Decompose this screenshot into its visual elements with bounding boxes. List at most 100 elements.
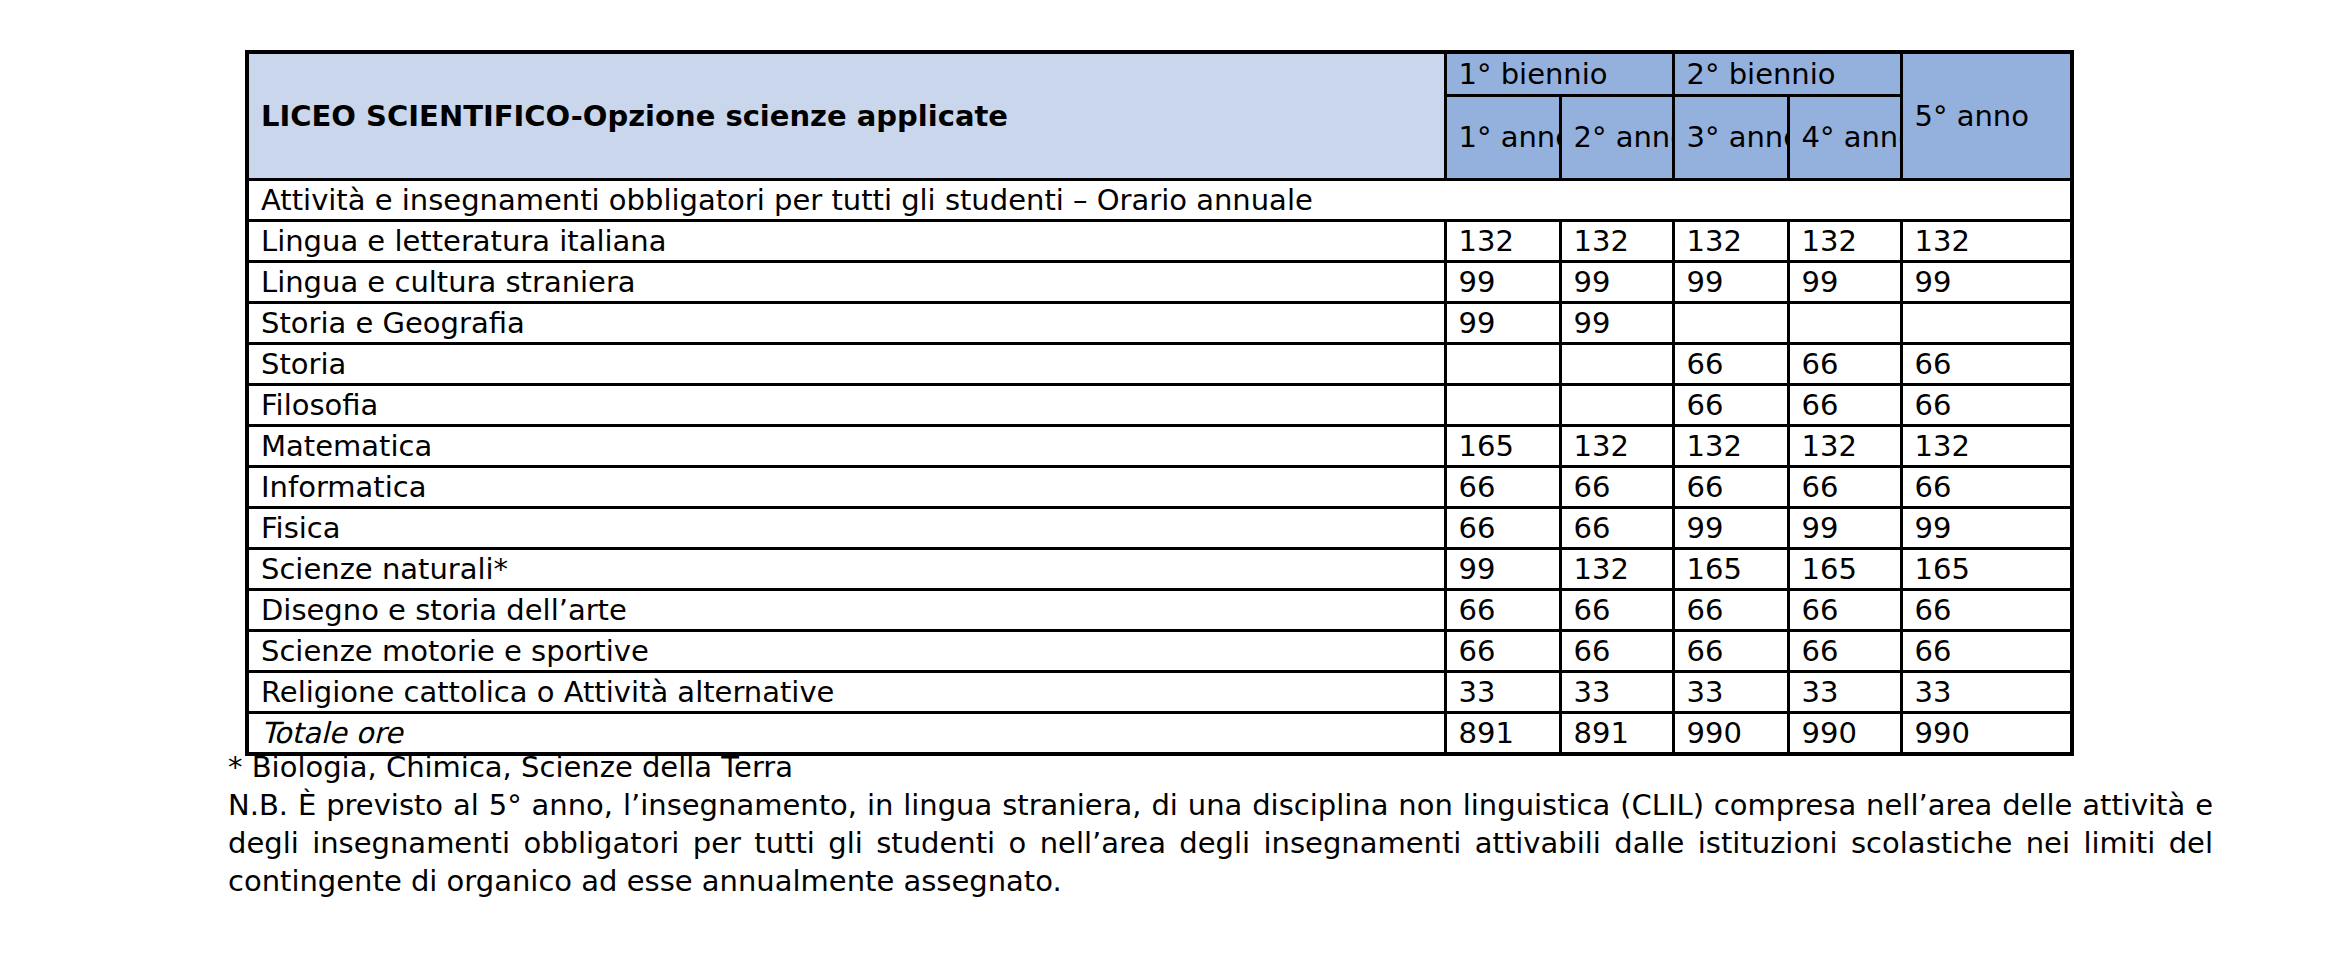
- subject-label: Storia e Geografia: [247, 302, 1445, 343]
- subject-label: Fisica: [247, 507, 1445, 548]
- document-page: LICEO SCIENTIFICO-Opzione scienze applic…: [0, 0, 2340, 964]
- hours-cell: 132: [1788, 220, 1901, 261]
- header-anno-4: 4° anno: [1788, 95, 1901, 179]
- hours-cell: 66: [1901, 343, 2072, 384]
- subject-label: Religione cattolica o Attività alternati…: [247, 671, 1445, 712]
- hours-cell: [1560, 384, 1673, 425]
- hours-cell: 66: [1560, 589, 1673, 630]
- subject-row: Disegno e storia dell’arte 66 66 66 66 6…: [247, 589, 2072, 630]
- subject-row: Storia 66 66 66: [247, 343, 2072, 384]
- hours-cell: 66: [1673, 343, 1788, 384]
- hours-cell: 66: [1673, 384, 1788, 425]
- footnotes-block: * Biologia, Chimica, Scienze della Terra…: [228, 748, 2213, 900]
- hours-cell: 132: [1445, 220, 1560, 261]
- hours-cell: 66: [1445, 507, 1560, 548]
- subject-row: Fisica 66 66 99 99 99: [247, 507, 2072, 548]
- hours-cell: 99: [1445, 302, 1560, 343]
- hours-cell: 66: [1788, 589, 1901, 630]
- subject-label: Informatica: [247, 466, 1445, 507]
- hours-cell: 66: [1560, 466, 1673, 507]
- hours-cell: 66: [1445, 630, 1560, 671]
- subject-row: Scienze motorie e sportive 66 66 66 66 6…: [247, 630, 2072, 671]
- subject-label: Scienze motorie e sportive: [247, 630, 1445, 671]
- hours-cell: 33: [1788, 671, 1901, 712]
- section-row: Attività e insegnamenti obbligatori per …: [247, 179, 2072, 220]
- hours-cell: 99: [1901, 261, 2072, 302]
- subject-row: Lingua e cultura straniera 99 99 99 99 9…: [247, 261, 2072, 302]
- hours-cell: 132: [1673, 220, 1788, 261]
- subject-row: Filosofia 66 66 66: [247, 384, 2072, 425]
- hours-cell: 165: [1901, 548, 2072, 589]
- hours-cell: [1445, 384, 1560, 425]
- subject-label: Lingua e letteratura italiana: [247, 220, 1445, 261]
- header-biennio-2: 2° biennio: [1673, 52, 1901, 95]
- subject-label: Lingua e cultura straniera: [247, 261, 1445, 302]
- hours-cell: 66: [1673, 589, 1788, 630]
- hours-cell: 132: [1788, 425, 1901, 466]
- hours-cell: 99: [1560, 302, 1673, 343]
- hours-cell: [1673, 302, 1788, 343]
- hours-cell: 66: [1560, 507, 1673, 548]
- header-anno-2: 2° anno: [1560, 95, 1673, 179]
- hours-cell: 99: [1673, 507, 1788, 548]
- hours-cell: 66: [1673, 466, 1788, 507]
- subject-row: Matematica 165 132 132 132 132: [247, 425, 2072, 466]
- hours-cell: 66: [1901, 466, 2072, 507]
- hours-cell: [1560, 343, 1673, 384]
- hours-cell: 33: [1673, 671, 1788, 712]
- hours-cell: 99: [1673, 261, 1788, 302]
- hours-cell: 66: [1901, 630, 2072, 671]
- table-title: LICEO SCIENTIFICO-Opzione scienze applic…: [247, 52, 1445, 179]
- subject-row: Scienze naturali* 99 132 165 165 165: [247, 548, 2072, 589]
- hours-cell: 165: [1445, 425, 1560, 466]
- hours-cell: 99: [1560, 261, 1673, 302]
- subject-row: Lingua e letteratura italiana 132 132 13…: [247, 220, 2072, 261]
- subject-row: Religione cattolica o Attività alternati…: [247, 671, 2072, 712]
- hours-cell: 99: [1788, 261, 1901, 302]
- hours-cell: 66: [1445, 466, 1560, 507]
- hours-cell: 132: [1560, 220, 1673, 261]
- hours-cell: 132: [1560, 548, 1673, 589]
- hours-cell: 66: [1788, 630, 1901, 671]
- section-row-label: Attività e insegnamenti obbligatori per …: [247, 179, 2072, 220]
- footnote-asterisk: * Biologia, Chimica, Scienze della Terra: [228, 748, 2213, 786]
- hours-cell: 66: [1901, 384, 2072, 425]
- hours-cell: 66: [1673, 630, 1788, 671]
- hours-cell: [1901, 302, 2072, 343]
- footnote-nb: N.B. È previsto al 5° anno, l’insegnamen…: [228, 786, 2213, 900]
- hours-cell: 66: [1788, 343, 1901, 384]
- curriculum-table: LICEO SCIENTIFICO-Opzione scienze applic…: [245, 50, 2074, 756]
- hours-cell: 132: [1901, 220, 2072, 261]
- header-anno-1: 1° anno: [1445, 95, 1560, 179]
- hours-cell: 66: [1788, 384, 1901, 425]
- subject-row: Storia e Geografia 99 99: [247, 302, 2072, 343]
- header-anno-5: 5° anno: [1901, 52, 2072, 179]
- subject-label: Filosofia: [247, 384, 1445, 425]
- hours-cell: 132: [1560, 425, 1673, 466]
- hours-cell: 99: [1901, 507, 2072, 548]
- hours-cell: 132: [1673, 425, 1788, 466]
- hours-cell: 99: [1445, 261, 1560, 302]
- hours-cell: 99: [1788, 507, 1901, 548]
- subject-label: Disegno e storia dell’arte: [247, 589, 1445, 630]
- hours-cell: 165: [1673, 548, 1788, 589]
- hours-cell: 33: [1445, 671, 1560, 712]
- header-row-biennio: LICEO SCIENTIFICO-Opzione scienze applic…: [247, 52, 2072, 95]
- header-biennio-1: 1° biennio: [1445, 52, 1673, 95]
- hours-cell: 33: [1560, 671, 1673, 712]
- hours-cell: 99: [1445, 548, 1560, 589]
- subject-label: Storia: [247, 343, 1445, 384]
- subject-row: Informatica 66 66 66 66 66: [247, 466, 2072, 507]
- hours-cell: 66: [1901, 589, 2072, 630]
- subject-label: Matematica: [247, 425, 1445, 466]
- hours-cell: 66: [1560, 630, 1673, 671]
- hours-cell: 66: [1788, 466, 1901, 507]
- hours-cell: 165: [1788, 548, 1901, 589]
- hours-cell: [1788, 302, 1901, 343]
- hours-cell: 132: [1901, 425, 2072, 466]
- hours-cell: 66: [1445, 589, 1560, 630]
- hours-cell: [1445, 343, 1560, 384]
- subject-label: Scienze naturali*: [247, 548, 1445, 589]
- hours-cell: 33: [1901, 671, 2072, 712]
- header-anno-3: 3° anno: [1673, 95, 1788, 179]
